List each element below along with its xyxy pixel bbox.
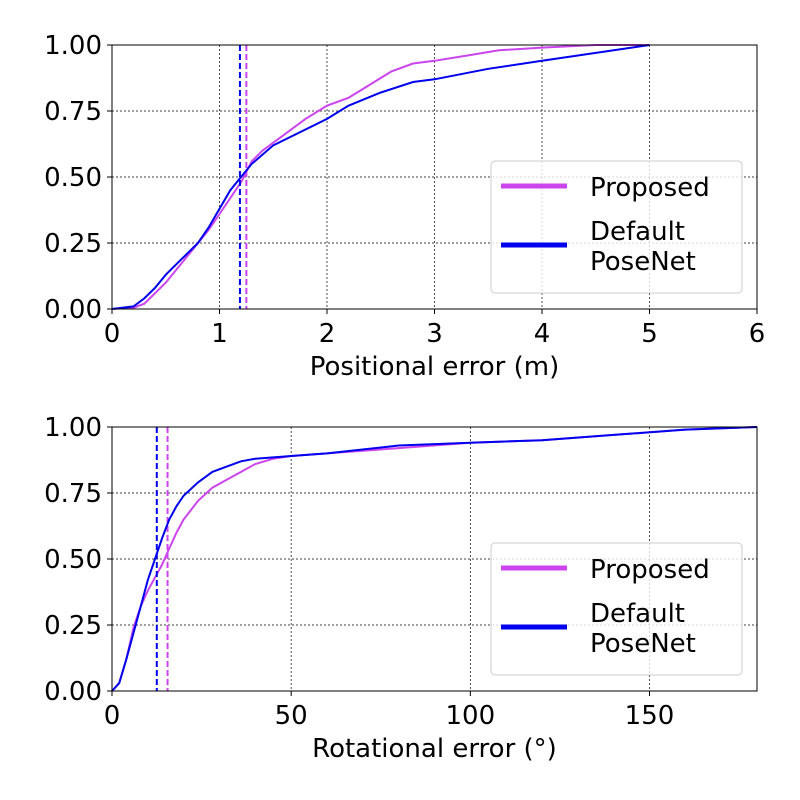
y-tick-label: 0.50 bbox=[44, 163, 102, 193]
x-tick-label: 1 bbox=[211, 319, 228, 349]
cdf-line bbox=[111, 44, 650, 310]
y-tick-label: 0.75 bbox=[44, 97, 102, 127]
x-tick-label: 50 bbox=[275, 701, 308, 731]
x-tick-label: 100 bbox=[446, 701, 496, 731]
legend-label: Default PoseNet bbox=[590, 217, 696, 277]
y-tick-label: 1.00 bbox=[44, 31, 102, 61]
x-tick-label: 2 bbox=[319, 319, 336, 349]
y-tick-label: 0.50 bbox=[44, 545, 102, 575]
x-tick-label: 150 bbox=[625, 701, 675, 731]
plot-frame bbox=[111, 44, 758, 310]
cdf-line bbox=[111, 44, 650, 310]
legend-label: Default PoseNet bbox=[590, 599, 696, 659]
y-tick-label: 0.25 bbox=[44, 611, 102, 641]
legend-label: Proposed bbox=[590, 555, 710, 585]
legend-box bbox=[490, 160, 743, 294]
x-tick-label: 3 bbox=[426, 319, 443, 349]
x-axis-label: Positional error (m) bbox=[310, 352, 559, 382]
y-tick-label: 0.75 bbox=[44, 479, 102, 509]
y-tick-label: 1.00 bbox=[44, 413, 102, 443]
x-tick-label: 4 bbox=[534, 319, 551, 349]
x-axis-label: Rotational error (°) bbox=[312, 734, 557, 764]
legend-box bbox=[490, 542, 743, 676]
legend-label: Proposed bbox=[590, 173, 710, 203]
x-tick-label: 5 bbox=[641, 319, 658, 349]
cdf-line bbox=[111, 426, 758, 692]
x-tick-label: 6 bbox=[749, 319, 766, 349]
plot-frame bbox=[111, 426, 758, 692]
x-tick-label: 0 bbox=[104, 701, 121, 731]
x-tick-label: 0 bbox=[104, 319, 121, 349]
y-tick-label: 0.00 bbox=[44, 295, 102, 325]
y-tick-label: 0.25 bbox=[44, 229, 102, 259]
y-tick-label: 0.00 bbox=[44, 677, 102, 707]
